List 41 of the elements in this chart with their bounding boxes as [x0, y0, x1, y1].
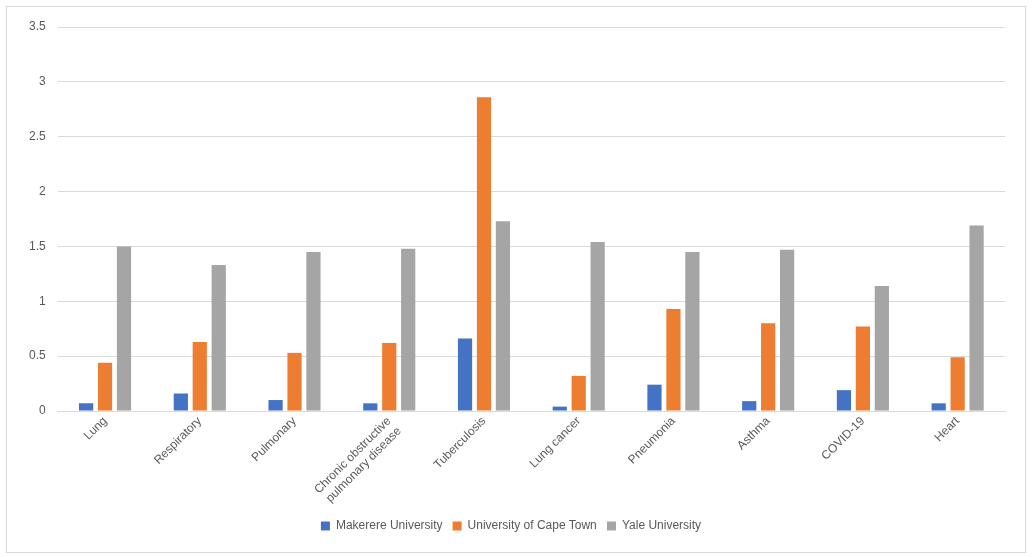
bar [211, 265, 226, 411]
bar [874, 285, 889, 411]
bar [969, 225, 984, 411]
bar [950, 357, 965, 411]
legend-label: Makerere University [335, 518, 443, 533]
y-tick-label: 2 [38, 183, 46, 198]
bar [836, 390, 852, 411]
bar [173, 393, 188, 411]
bar [742, 401, 757, 411]
bar [401, 248, 416, 411]
bar [457, 338, 473, 411]
y-tick-label: 1 [38, 293, 46, 308]
bar [571, 375, 586, 411]
bar [363, 403, 378, 411]
bar [495, 221, 511, 411]
y-tick-label: 2.5 [28, 129, 46, 144]
bar [287, 352, 302, 411]
bar [116, 246, 132, 411]
bar [552, 406, 567, 411]
y-tick-label: 0.5 [28, 348, 46, 363]
bar [761, 323, 776, 411]
bar [590, 242, 605, 411]
bar [192, 341, 207, 411]
bar [306, 251, 321, 411]
bar [685, 251, 700, 411]
y-tick-label: 1.5 [28, 238, 46, 253]
bar [97, 362, 113, 411]
legend-label: Yale University [621, 518, 702, 533]
bar [268, 400, 283, 411]
bar [780, 249, 795, 411]
legend-label: University of Cape Town [467, 518, 597, 533]
bar [855, 326, 871, 411]
y-tick-label: 3.5 [28, 19, 46, 34]
y-tick-label: 3 [38, 74, 46, 89]
y-tick-label: 0 [38, 403, 46, 418]
bar [666, 308, 681, 411]
bar [931, 403, 946, 411]
bar [647, 384, 662, 411]
bar [382, 342, 397, 411]
bar [476, 97, 492, 411]
bar [79, 403, 94, 411]
